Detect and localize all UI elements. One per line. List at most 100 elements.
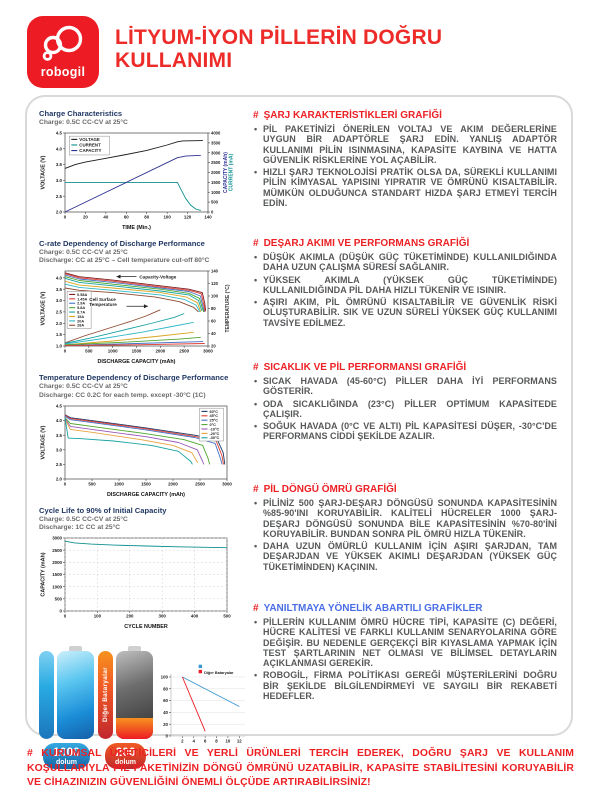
section-heading-text: SICAKLIK VE PİL PERFORMANSI GRAFİĞİ <box>263 362 467 373</box>
svg-text:2500: 2500 <box>195 481 205 486</box>
svg-text:80: 80 <box>144 214 149 219</box>
svg-text:0.58A: 0.58A <box>77 293 87 297</box>
svg-text:60: 60 <box>211 319 216 324</box>
badge-unit: dolum <box>115 758 136 766</box>
hash-symbol: # <box>253 110 259 121</box>
svg-text:3000: 3000 <box>211 150 221 155</box>
section-heading: # ŞARJ KARAKTERİSTİKLERİ GRAFİĞİ <box>253 110 557 121</box>
svg-text:2.0: 2.0 <box>56 209 63 214</box>
section-discharge-current: # DEŞARJ AKIMI VE PERFORMANS GRAFİĞİ DÜŞ… <box>253 238 557 362</box>
svg-text:3.0: 3.0 <box>56 447 63 452</box>
section-heading: # SICAKLIK VE PİL PERFORMANSI GRAFİĞİ <box>253 362 557 373</box>
svg-text:100: 100 <box>211 294 219 299</box>
charge-characteristics-plot: 0 20 40 60 80 100 120 140 2.0 2.5 3.0 3.5 4.0 4.5 0 500… <box>41 130 235 231</box>
cycles-badge-200: 200 dolum <box>105 742 146 769</box>
svg-text:2.5: 2.5 <box>56 462 63 467</box>
bullet-item: AŞIRI AKIM, PİL ÖMRÜNÜ KISALTABİLİR VE G… <box>253 297 557 328</box>
svg-text:120: 120 <box>184 214 192 219</box>
svg-text:VOLTAGE (V): VOLTAGE (V) <box>41 291 47 325</box>
svg-text:-20°C: -20°C <box>209 431 219 435</box>
svg-text:-10°C: -10°C <box>209 427 219 431</box>
svg-text:2500: 2500 <box>52 548 62 553</box>
svg-text:2000: 2000 <box>155 349 165 354</box>
battery-body-blue <box>57 650 94 739</box>
svg-text:100: 100 <box>161 674 169 679</box>
svg-text:8: 8 <box>215 738 218 743</box>
battery-cap <box>69 645 82 651</box>
svg-text:60: 60 <box>163 698 168 703</box>
page-title: LİTYUM-İYON PİLLERİN DOĞRU KULLANIMI <box>115 26 443 73</box>
svg-text:100: 100 <box>163 214 171 219</box>
bullet-item: PİLİNİZ 500 ŞARJ-DEŞARJ DÖNGÜSÜ SONUNDA … <box>253 498 557 539</box>
svg-text:80: 80 <box>211 306 216 311</box>
svg-text:3500: 3500 <box>211 140 221 145</box>
svg-text:4.0: 4.0 <box>56 418 63 423</box>
svg-text:0: 0 <box>211 209 214 214</box>
svg-text:Diğer Bataryalar: Diğer Bataryalar <box>204 671 234 675</box>
svg-text:1500: 1500 <box>52 572 62 577</box>
bullet-item: ROBOGİL, FİRMA POLİTİKASI GEREĞİ MÜŞTERİ… <box>253 670 557 701</box>
svg-text:Temperature: Temperature <box>89 302 117 307</box>
svg-text:1000: 1000 <box>211 190 221 195</box>
svg-text:CAPACITY (mAh): CAPACITY (mAh) <box>223 151 229 192</box>
header: robogil LİTYUM-İYON PİLLERİN DOĞRU KULLA… <box>27 16 460 88</box>
svg-text:2000: 2000 <box>52 560 62 565</box>
svg-text:40: 40 <box>103 214 108 219</box>
hash-symbol: # <box>253 603 259 614</box>
svg-text:3000: 3000 <box>52 536 62 541</box>
chart-crate-discharge: C-rate Dependency of Discharge Performan… <box>39 239 245 371</box>
svg-text:TIME (Min.): TIME (Min.) <box>122 225 151 231</box>
section-heading-text: DEŞARJ AKIMI VE PERFORMANS GRAFİĞİ <box>263 238 470 249</box>
svg-text:VOLTAGE (V): VOLTAGE (V) <box>41 155 47 189</box>
svg-text:1500: 1500 <box>211 180 221 185</box>
empty-battery-icon <box>116 645 153 739</box>
cycle-life-plot: 0 100 200 300 400 500 0 500 1000 1500 2000 2500 3000… <box>41 536 232 630</box>
svg-text:140: 140 <box>211 269 219 274</box>
svg-text:2.5: 2.5 <box>56 194 63 199</box>
other-battery-group: Diğer Bataryalar 200 dolum <box>98 645 153 769</box>
svg-text:CYCLE NUMBER: CYCLE NUMBER <box>124 624 168 630</box>
battery-cap <box>128 645 141 651</box>
svg-text:CURRENT: CURRENT <box>79 142 101 147</box>
svg-text:140: 140 <box>204 214 212 219</box>
svg-text:1.45A: 1.45A <box>77 297 87 301</box>
robogil-battery-group: 1000 dolum <box>39 645 94 769</box>
svg-text:CAPACITY: CAPACITY <box>79 148 101 153</box>
svg-text:3000: 3000 <box>222 481 232 486</box>
svg-text:40: 40 <box>211 331 216 336</box>
bullet-item: PİL PAKETİNİZİ ÖNERİLEN VOLTAJ VE AKIM D… <box>253 124 557 165</box>
section-cycle-life: # PİL DÖNGÜ ÖMRÜ GRAFİĞİ PİLİNİZ 500 ŞAR… <box>253 484 557 603</box>
battery-comparison-graphic: 1000 dolum Diğer Bataryalar 200 dolum <box>39 645 245 769</box>
svg-text:0: 0 <box>64 613 67 618</box>
svg-text:0: 0 <box>64 214 67 219</box>
chart-subtitle: Charge: 0.5C CC-CV at 25°C <box>39 248 128 256</box>
section-heading-text: YANILTMAYA YÖNELİK ABARTILI GRAFİKLER <box>263 603 483 614</box>
svg-text:4.0: 4.0 <box>56 146 63 151</box>
svg-text:28A: 28A <box>77 324 84 328</box>
svg-text:300: 300 <box>159 613 167 618</box>
robogil-logo-icon <box>42 25 83 61</box>
svg-text:20: 20 <box>163 722 168 727</box>
content-card: Charge Characteristics Charge: 0.5C CC-C… <box>25 95 573 769</box>
svg-text:2000: 2000 <box>211 170 221 175</box>
chart-subtitle: Discharge: CC 0.2C for each temp. except… <box>39 391 206 399</box>
badge-value: 200 <box>115 744 136 759</box>
bullet-item: YÜKSEK AKIMLA (YÜKSEK GÜÇ TÜKETİMİNDE) K… <box>253 275 557 296</box>
bullet-item: ODA SICAKLIĞINDA (23°C) PİLLER OPTİMUM K… <box>253 399 557 420</box>
badge-value: 1000 <box>53 744 80 759</box>
cycles-badge-1000: 1000 dolum <box>43 742 90 769</box>
svg-text:120: 120 <box>211 281 219 286</box>
svg-text:3000: 3000 <box>203 349 213 354</box>
svg-text:20: 20 <box>83 214 88 219</box>
red-pill-icon: Diğer Bataryalar <box>98 650 113 739</box>
svg-text:0: 0 <box>60 609 63 614</box>
svg-text:500: 500 <box>211 199 219 204</box>
svg-text:-30°C: -30°C <box>209 436 219 440</box>
svg-text:CURRENT (mA): CURRENT (mA) <box>229 153 235 191</box>
svg-text:400: 400 <box>191 613 199 618</box>
robogil-logo: robogil <box>27 16 99 88</box>
svg-text:500: 500 <box>55 596 63 601</box>
svg-text:DISCHARGE CAPACITY (mAh): DISCHARGE CAPACITY (mAh) <box>107 492 185 498</box>
svg-text:20: 20 <box>211 344 216 349</box>
svg-text:3.5: 3.5 <box>56 287 63 292</box>
